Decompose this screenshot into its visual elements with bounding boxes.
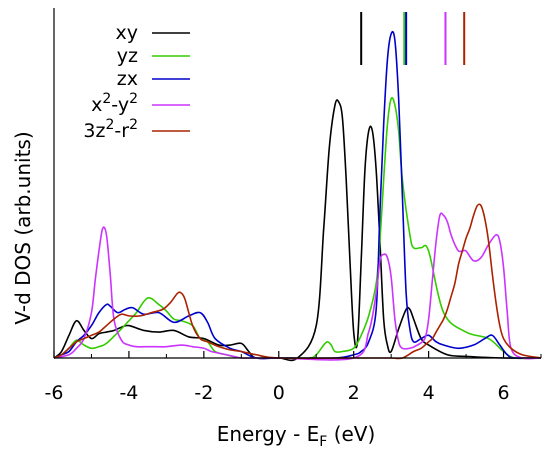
x-tick-label: -6 bbox=[45, 382, 64, 404]
x-tick-label: 0 bbox=[273, 382, 285, 404]
series-line-1 bbox=[53, 99, 542, 362]
x-tick-label: 4 bbox=[423, 382, 435, 404]
x-axis-label: Energy - EF (eV) bbox=[217, 422, 376, 450]
x-tick-label: -2 bbox=[194, 382, 213, 404]
legend-label-1: xy bbox=[116, 22, 139, 44]
x-tick-label: -4 bbox=[119, 382, 138, 404]
legend-label-3: zx bbox=[117, 68, 138, 90]
x-tick-label: 2 bbox=[348, 382, 360, 404]
legend-label-4: x2-y2 bbox=[91, 91, 138, 116]
series-line-2 bbox=[53, 96, 542, 360]
y-axis-label: V-d DOS (arb.units) bbox=[11, 131, 35, 324]
legend-label-5: 3z2-r2 bbox=[83, 117, 138, 142]
axes: -6 -4 -2 0 2 4 6 bbox=[45, 8, 542, 404]
series-line-5 bbox=[53, 203, 542, 360]
series-line-4 bbox=[53, 212, 542, 361]
x-tick-label: 6 bbox=[497, 382, 509, 404]
legend-label-2: yz bbox=[117, 45, 138, 67]
